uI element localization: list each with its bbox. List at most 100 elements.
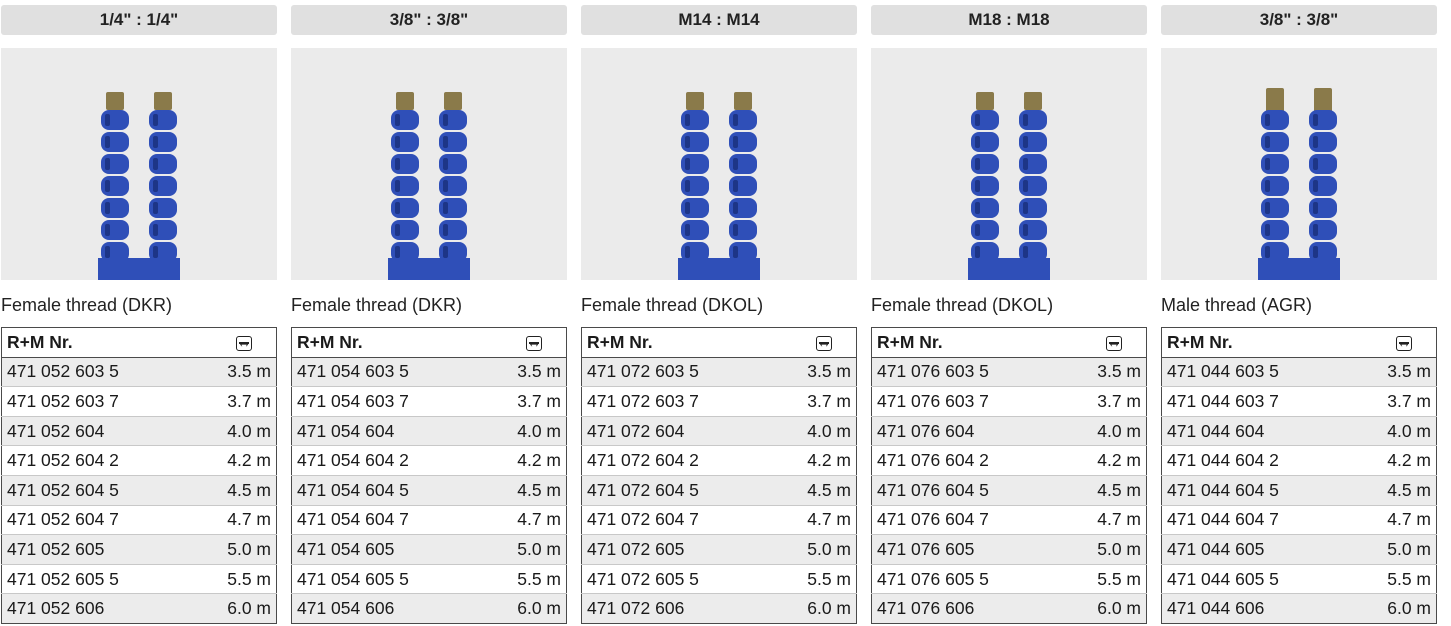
length-header <box>497 327 567 358</box>
table-row: 471 076 603 5 3.5 m <box>871 356 1147 387</box>
length-cell: 5.0 m <box>207 534 277 565</box>
table-row: 471 076 604 7 4.7 m <box>871 504 1147 535</box>
table-row: 471 072 605 5 5.5 m <box>581 563 857 594</box>
thread-type-label: Female thread (DKOL) <box>871 295 1054 315</box>
length-cell: 5.0 m <box>497 534 567 565</box>
part-number-cell: 471 054 603 5 <box>291 356 497 387</box>
part-number-cell: 471 054 605 5 <box>291 563 497 594</box>
part-number-cell: 471 072 604 2 <box>581 445 787 476</box>
part-number-cell: 471 076 604 7 <box>871 504 1077 535</box>
part-number-cell: 471 072 603 7 <box>581 386 787 417</box>
part-number-cell: 471 044 605 <box>1161 534 1367 565</box>
table-row: 471 054 604 4.0 m <box>291 415 567 446</box>
product-column: 3/8" : 3/8"Female thread (DKR)R+M Nr.471… <box>291 5 567 624</box>
part-number-cell: 471 076 605 5 <box>871 563 1077 594</box>
part-number-cell: 471 072 604 <box>581 415 787 446</box>
part-number-cell: 471 052 605 <box>1 534 207 565</box>
table-row: 471 044 603 7 3.7 m <box>1161 386 1437 417</box>
length-cell: 5.5 m <box>1367 563 1437 594</box>
part-number-cell: 471 072 604 7 <box>581 504 787 535</box>
table-row: 471 052 604 2 4.2 m <box>1 445 277 476</box>
table-row: 471 076 604 5 4.5 m <box>871 474 1147 506</box>
thread-size-header: M18 : M18 <box>871 5 1147 35</box>
brass-fitting <box>396 92 414 110</box>
table-row: 471 054 605 5 5.5 m <box>291 563 567 594</box>
part-number-cell: 471 052 603 5 <box>1 356 207 387</box>
length-header <box>1077 327 1147 358</box>
length-cell: 4.7 m <box>497 504 567 535</box>
part-number-cell: 471 052 603 7 <box>1 386 207 417</box>
length-cell: 3.5 m <box>787 356 857 387</box>
length-cell: 4.0 m <box>787 415 857 446</box>
length-header <box>207 327 277 358</box>
part-number-cell: 471 076 605 <box>871 534 1077 565</box>
length-cell: 5.5 m <box>497 563 567 594</box>
table-row: 471 044 604 7 4.7 m <box>1161 504 1437 535</box>
length-arrow-icon <box>816 333 832 351</box>
table-row: 471 044 603 5 3.5 m <box>1161 356 1437 387</box>
hose-photo <box>1 48 277 280</box>
length-cell: 5.0 m <box>1077 534 1147 565</box>
length-cell: 4.0 m <box>497 415 567 446</box>
table-row: 471 054 606 6.0 m <box>291 593 567 624</box>
thread-size-header: 3/8" : 3/8" <box>1161 5 1437 35</box>
table-row: 471 076 605 5.0 m <box>871 534 1147 565</box>
length-cell: 5.0 m <box>1367 534 1437 565</box>
hose-ribbed-sleeve <box>1019 92 1047 280</box>
twin-hose-illustration <box>98 92 180 280</box>
table-row: 471 054 605 5.0 m <box>291 534 567 565</box>
hose-ribbed-sleeve <box>439 92 467 280</box>
length-cell: 4.5 m <box>497 474 567 506</box>
table-row: 471 076 604 2 4.2 m <box>871 445 1147 476</box>
thread-size-header: 3/8" : 3/8" <box>291 5 567 35</box>
hose-photo <box>291 48 567 280</box>
hose-base <box>968 258 1050 280</box>
table-row: 471 052 604 5 4.5 m <box>1 474 277 506</box>
length-arrow-icon <box>1106 333 1122 351</box>
table-row: 471 044 606 6.0 m <box>1161 593 1437 624</box>
table-row: 471 072 604 4.0 m <box>581 415 857 446</box>
part-number-cell: 471 072 603 5 <box>581 356 787 387</box>
part-number-cell: 471 076 604 5 <box>871 474 1077 506</box>
length-cell: 4.5 m <box>1367 474 1437 506</box>
length-cell: 4.2 m <box>497 445 567 476</box>
length-cell: 3.5 m <box>497 356 567 387</box>
brass-fitting <box>976 92 994 110</box>
part-number-cell: 471 044 604 2 <box>1161 445 1367 476</box>
length-arrow-icon <box>236 333 252 351</box>
part-no-header: R+M Nr. <box>1 327 207 358</box>
product-column: 3/8" : 3/8"Male thread (AGR)R+M Nr.471 0… <box>1161 5 1437 624</box>
hose-base <box>388 258 470 280</box>
product-column: 1/4" : 1/4"Female thread (DKR)R+M Nr.471… <box>1 5 277 624</box>
table-row: 471 072 604 2 4.2 m <box>581 445 857 476</box>
part-number-cell: 471 054 606 <box>291 593 497 624</box>
length-cell: 4.5 m <box>787 474 857 506</box>
part-number-cell: 471 044 603 5 <box>1161 356 1367 387</box>
length-arrow-icon <box>1396 333 1412 351</box>
part-number-cell: 471 072 605 5 <box>581 563 787 594</box>
part-number-cell: 471 054 603 7 <box>291 386 497 417</box>
part-number-cell: 471 054 604 <box>291 415 497 446</box>
part-number-cell: 471 044 606 <box>1161 593 1367 624</box>
table-row: 471 054 604 5 4.5 m <box>291 474 567 506</box>
part-number-cell: 471 072 604 5 <box>581 474 787 506</box>
table-row: 471 052 605 5.0 m <box>1 534 277 565</box>
part-number-cell: 471 052 604 5 <box>1 474 207 506</box>
length-cell: 4.2 m <box>787 445 857 476</box>
table-row: 471 044 604 5 4.5 m <box>1161 474 1437 506</box>
part-no-header: R+M Nr. <box>871 327 1077 358</box>
thread-type-label: Female thread (DKOL) <box>581 295 764 315</box>
brass-fitting <box>444 92 462 110</box>
brass-fitting <box>1266 88 1284 114</box>
table-row: 471 044 604 2 4.2 m <box>1161 445 1437 476</box>
part-number-cell: 471 072 606 <box>581 593 787 624</box>
part-no-header: R+M Nr. <box>1161 327 1367 358</box>
length-header <box>787 327 857 358</box>
length-cell: 4.0 m <box>207 415 277 446</box>
twin-hose-illustration <box>968 92 1050 280</box>
part-number-cell: 471 076 604 2 <box>871 445 1077 476</box>
